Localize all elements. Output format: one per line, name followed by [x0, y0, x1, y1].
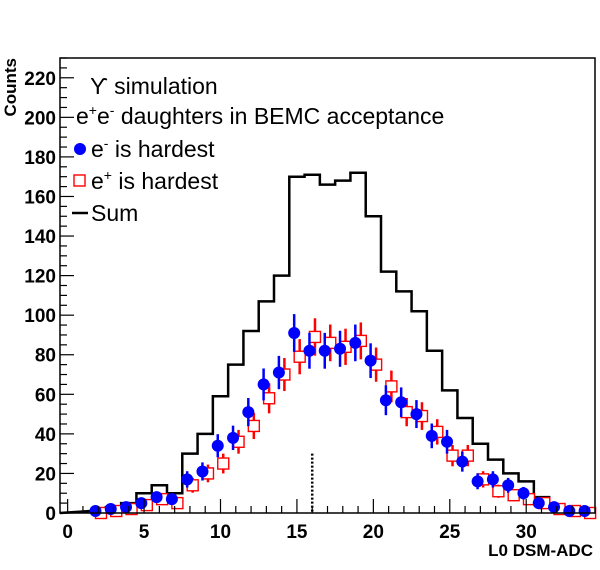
- y-tick-label: 40: [35, 425, 56, 446]
- electron-point: [318, 344, 331, 357]
- legend: ϒ simulation e+e- daughters in BEMC acce…: [72, 73, 444, 226]
- electron-point: [486, 473, 499, 486]
- legend-positron-rest: is hardest: [112, 168, 219, 194]
- electron-point: [563, 505, 576, 518]
- positron-point: [262, 392, 276, 405]
- electron-point: [89, 505, 102, 518]
- electron-point: [456, 455, 469, 468]
- electron-point: [334, 342, 347, 355]
- x-tick-label: 30: [516, 522, 537, 543]
- y-tick-label: 200: [24, 108, 56, 129]
- positron-point: [507, 488, 520, 502]
- legend-positron-e: e: [91, 168, 104, 194]
- legend-electron-sup: -: [104, 135, 109, 151]
- y-tick-label: 60: [35, 385, 56, 406]
- y-tick-label: 80: [35, 346, 56, 367]
- legend-sum-label: Sum: [91, 200, 138, 226]
- y-tick-label: 140: [24, 227, 56, 248]
- electron-point: [532, 497, 545, 510]
- electron-point: [395, 396, 408, 409]
- electron-point: [364, 354, 377, 367]
- positron-point: [308, 330, 322, 344]
- legend-electron-rest: is hardest: [108, 136, 215, 162]
- legend-title-daughters: e+e- daughters in BEMC acceptance: [76, 102, 444, 129]
- electron-point: [425, 429, 438, 442]
- legend-positron-label: e+ is hardest: [91, 167, 219, 194]
- legend-electron-marker: [74, 143, 86, 155]
- legend-title-e2: e: [97, 103, 110, 129]
- y-tick-label: 0: [45, 504, 56, 525]
- positron-point: [293, 350, 306, 363]
- legend-positron-sup: +: [104, 167, 112, 183]
- electron-point: [227, 431, 240, 444]
- electron-point: [120, 501, 133, 514]
- electron-point: [257, 378, 270, 391]
- positron-point: [385, 380, 398, 393]
- y-tick-label: 160: [24, 187, 56, 208]
- y-tick-label: 220: [24, 69, 56, 90]
- electron-point: [242, 406, 255, 419]
- electron-point: [349, 336, 362, 349]
- y-axis-title: Counts: [1, 58, 20, 117]
- electron-point: [502, 479, 515, 492]
- electron-point: [165, 493, 178, 506]
- x-axis: 0 5 10 15 20 25 30: [62, 499, 588, 543]
- x-tick-label: 25: [439, 522, 461, 543]
- legend-title-sup1: +: [89, 102, 97, 118]
- legend-electron-e: e: [91, 136, 104, 162]
- electron-point: [211, 439, 224, 452]
- electron-point: [471, 475, 484, 488]
- electron-point: [379, 394, 392, 407]
- x-tick-label: 0: [62, 522, 73, 543]
- y-axis: 0 20 40 60 80 100 120 140 160 180 200 220: [24, 57, 74, 525]
- x-tick-label: 20: [363, 522, 384, 543]
- x-axis-title: L0 DSM-ADC: [488, 541, 593, 560]
- electron-point: [196, 465, 209, 478]
- x-tick-label: 10: [210, 522, 231, 543]
- electron-point: [181, 473, 194, 486]
- legend-title-e1: e: [76, 103, 89, 129]
- electron-point: [135, 497, 148, 510]
- positron-point: [217, 457, 230, 470]
- electron-point: [288, 326, 301, 339]
- electron-point: [578, 505, 591, 518]
- y-tick-label: 120: [24, 267, 56, 288]
- legend-title-sup2: -: [110, 102, 115, 118]
- electron-point: [548, 501, 561, 514]
- electron-point: [410, 408, 423, 421]
- legend-title-simulation: ϒ simulation: [90, 73, 218, 99]
- electron-point: [441, 435, 454, 448]
- electron-point: [272, 366, 285, 379]
- y-tick-label: 100: [24, 306, 56, 327]
- positron-point: [492, 485, 505, 498]
- y-tick-label: 20: [35, 464, 56, 485]
- y-tick-label: 180: [24, 148, 56, 169]
- positron-point: [400, 405, 413, 419]
- legend-positron-marker: [73, 174, 86, 187]
- electron-point: [517, 487, 530, 500]
- x-tick-label: 15: [286, 522, 308, 543]
- legend-electron-label: e- is hardest: [91, 135, 215, 162]
- positron-point: [446, 449, 459, 462]
- x-tick-label: 5: [139, 522, 150, 543]
- legend-title-rest: daughters in BEMC acceptance: [114, 103, 444, 129]
- electron-point: [303, 344, 316, 357]
- electron-series: [89, 314, 591, 518]
- positron-point: [247, 419, 261, 433]
- electron-point: [150, 491, 163, 504]
